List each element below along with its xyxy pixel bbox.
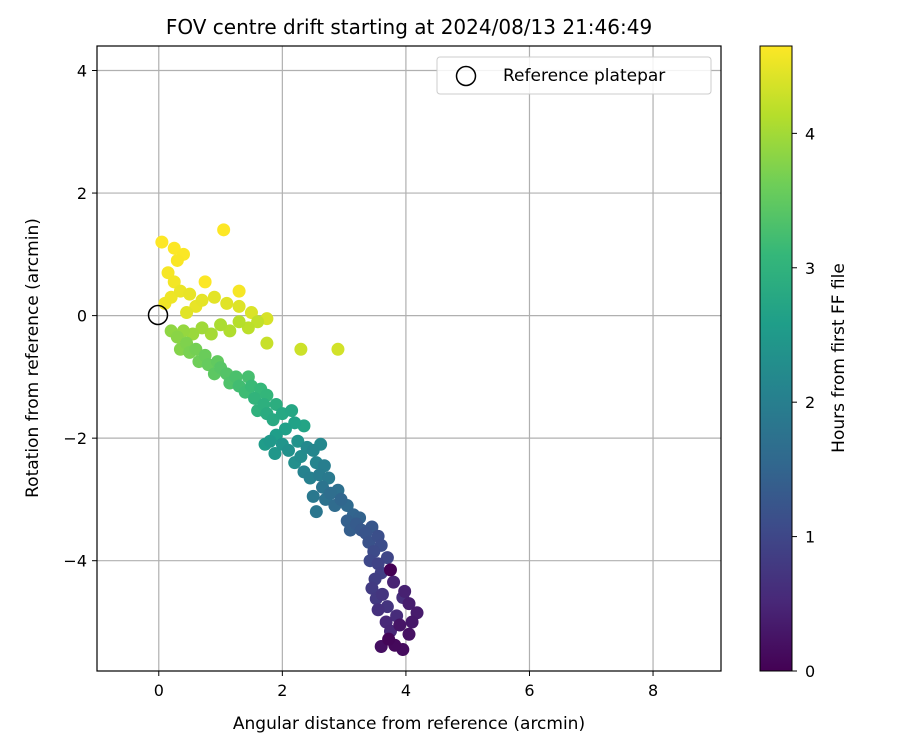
data-point bbox=[268, 446, 282, 460]
x-tick-label: 6 bbox=[524, 681, 534, 700]
data-point bbox=[232, 299, 246, 313]
colorbar-ticks: 0 1 2 3 4 bbox=[792, 124, 815, 681]
data-point bbox=[382, 632, 396, 646]
legend: Reference platepar bbox=[436, 56, 712, 95]
x-axis-label: Angular distance from reference (arcmin) bbox=[233, 714, 585, 734]
data-points bbox=[155, 223, 424, 657]
data-point bbox=[393, 618, 407, 632]
colorbar-gradient bbox=[759, 45, 793, 672]
x-tick-label: 8 bbox=[648, 681, 658, 700]
data-point bbox=[365, 581, 379, 595]
y-tick-label: −4 bbox=[63, 552, 87, 571]
data-point bbox=[285, 404, 299, 418]
data-point bbox=[189, 342, 203, 356]
data-point bbox=[170, 330, 184, 344]
data-point bbox=[322, 471, 336, 485]
data-point bbox=[324, 486, 338, 500]
legend-box bbox=[436, 56, 712, 95]
data-point bbox=[263, 434, 277, 448]
data-point bbox=[241, 321, 255, 335]
data-point bbox=[282, 443, 296, 457]
y-tick-label: 2 bbox=[77, 184, 87, 203]
data-point bbox=[380, 551, 394, 565]
data-point bbox=[288, 416, 302, 430]
data-point bbox=[269, 397, 283, 411]
data-point bbox=[155, 235, 169, 249]
data-point bbox=[334, 492, 348, 506]
data-point bbox=[220, 296, 234, 310]
y-tick-label: 0 bbox=[77, 307, 87, 326]
x-tick-label: 2 bbox=[277, 681, 287, 700]
data-point bbox=[232, 284, 246, 298]
data-point bbox=[294, 450, 308, 464]
data-point bbox=[244, 306, 258, 320]
legend-label: Reference platepar bbox=[503, 66, 665, 86]
y-tick-label: 4 bbox=[77, 62, 87, 81]
data-point bbox=[278, 422, 292, 436]
data-point bbox=[331, 342, 345, 356]
y-tick-label: −2 bbox=[63, 429, 87, 448]
data-point bbox=[306, 443, 320, 457]
data-point bbox=[260, 336, 274, 350]
data-point bbox=[387, 575, 401, 589]
data-point bbox=[405, 615, 419, 629]
data-point bbox=[266, 413, 280, 427]
data-point bbox=[207, 290, 221, 304]
data-point bbox=[294, 342, 308, 356]
colorbar-tick-label: 2 bbox=[805, 393, 815, 412]
legend-marker bbox=[455, 65, 477, 87]
data-point bbox=[195, 293, 209, 307]
data-point bbox=[223, 324, 237, 338]
x-axis-ticks: 0 2 4 6 8 bbox=[154, 671, 658, 700]
data-point bbox=[161, 266, 175, 280]
data-point bbox=[217, 223, 231, 237]
data-point bbox=[402, 627, 416, 641]
colorbar-tick-label: 1 bbox=[805, 528, 815, 547]
data-point bbox=[402, 597, 416, 611]
data-point bbox=[214, 318, 228, 332]
data-point bbox=[183, 287, 197, 301]
data-point bbox=[180, 306, 194, 320]
data-point bbox=[309, 505, 323, 519]
data-point bbox=[198, 275, 212, 289]
data-point bbox=[398, 584, 412, 598]
data-point bbox=[170, 253, 184, 267]
data-point bbox=[251, 315, 265, 329]
data-point bbox=[167, 241, 181, 255]
colorbar: 0 1 2 3 4 Hours from first FF file bbox=[759, 45, 849, 681]
reference-marker bbox=[147, 304, 169, 326]
chart-title: FOV centre drift starting at 2024/08/13 … bbox=[166, 15, 652, 39]
data-point bbox=[375, 587, 389, 601]
y-axis-ticks: −4 −2 0 2 4 bbox=[63, 62, 97, 571]
data-point bbox=[383, 563, 397, 577]
plot-frame bbox=[96, 45, 722, 672]
x-tick-label: 4 bbox=[401, 681, 411, 700]
colorbar-tick-label: 4 bbox=[805, 124, 815, 143]
data-point bbox=[232, 315, 246, 329]
data-point bbox=[167, 275, 181, 289]
colorbar-tick-label: 0 bbox=[805, 662, 815, 681]
data-point bbox=[306, 489, 320, 503]
x-tick-label: 0 bbox=[154, 681, 164, 700]
colorbar-tick-label: 3 bbox=[805, 259, 815, 278]
colorbar-label: Hours from first FF file bbox=[829, 263, 849, 453]
data-point bbox=[291, 434, 305, 448]
data-point bbox=[371, 603, 385, 617]
data-point bbox=[204, 327, 218, 341]
data-point bbox=[248, 391, 262, 405]
y-axis-label: Rotation from reference (arcmin) bbox=[23, 218, 43, 498]
data-point bbox=[195, 321, 209, 335]
data-point bbox=[164, 290, 178, 304]
